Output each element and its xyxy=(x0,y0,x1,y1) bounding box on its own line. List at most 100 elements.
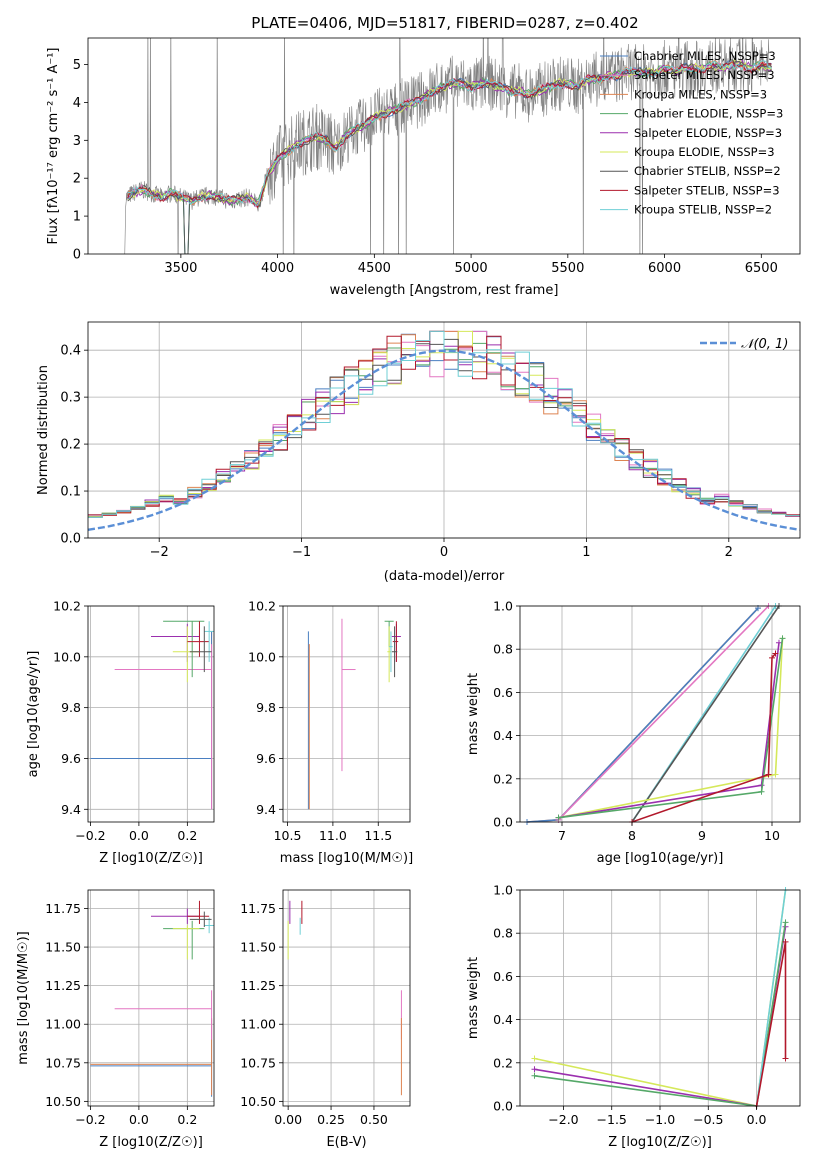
x-tick-label: −1.5 xyxy=(597,1112,627,1127)
weight-line xyxy=(558,638,784,819)
y-tick-label: 1.0 xyxy=(493,599,513,614)
x-tick-label: 1 xyxy=(582,545,590,560)
x-axis-label: age [log10(age/yr)] xyxy=(597,851,724,866)
x-tick-label: 6500 xyxy=(745,261,778,276)
y-tick-label: 9.8 xyxy=(256,700,276,715)
gaussian-curve xyxy=(87,349,801,531)
observed-spectrum xyxy=(124,38,770,254)
y-tick-label: 0.6 xyxy=(493,969,513,984)
plot-marks xyxy=(524,603,786,825)
legend-entry: Salpeter ELODIE, NSSP=3 xyxy=(634,126,782,140)
gauss-legend-label: 𝒩(0, 1) xyxy=(741,337,788,352)
weight-marker xyxy=(779,635,786,642)
y-tick-label: 5 xyxy=(73,58,81,73)
legend-entry: Kroupa STELIB, NSSP=2 xyxy=(634,203,772,217)
y-tick-label: 0.3 xyxy=(60,391,81,406)
weight-marker xyxy=(776,639,782,646)
x-tick-label: 11.0 xyxy=(319,828,347,843)
weight-line xyxy=(557,605,770,821)
weight-marker xyxy=(769,654,775,661)
y-tick-label: 11.75 xyxy=(240,901,276,916)
x-tick-label: 0.0 xyxy=(129,828,149,843)
mass-vs-ebv-panel: 0.00 0.25 0.50 10.50 10.75 11.00 11.25 11.50 11.… xyxy=(240,889,411,1150)
weight-marker xyxy=(531,1055,538,1062)
age-vs-mass-panel: 10.5 11.0 11.5 9.4 9.6 9.8 10.0 10.2 mass [log10… xyxy=(248,599,413,867)
x-tick-label: 5000 xyxy=(455,261,488,276)
weight-line xyxy=(558,638,784,819)
panel-frame xyxy=(282,889,411,1107)
y-tick-label: 11.00 xyxy=(240,1017,276,1032)
age-vs-Z-panel: −0.2 0.0 0.2 9.4 9.6 9.8 10.0 10.2 Z [log10(Z/Z☉… xyxy=(26,599,215,866)
x-tick-label: 9 xyxy=(698,828,706,843)
model-spectrum-line xyxy=(127,60,772,206)
x-tick-label: 5500 xyxy=(551,261,584,276)
weight-line xyxy=(631,652,777,823)
y-tick-label: 10.0 xyxy=(53,649,81,664)
y-tick-label: 11.25 xyxy=(45,978,81,993)
x-tick-label: 0.2 xyxy=(177,1112,197,1127)
panel-frame xyxy=(519,605,801,823)
y-tick-label: 0.8 xyxy=(493,642,513,657)
plot-marks xyxy=(307,618,401,810)
y-axis-label: mass weight xyxy=(466,673,481,755)
y-tick-label: 0.6 xyxy=(493,685,513,700)
y-tick-label: 9.4 xyxy=(256,802,276,817)
y-tick-label: 9.6 xyxy=(61,751,81,766)
legend-entry: Chabrier STELIB, NSSP=2 xyxy=(634,164,781,178)
panel-frame xyxy=(87,605,215,823)
weight-marker xyxy=(782,938,789,945)
panel-frame xyxy=(282,605,411,823)
y-tick-label: 4 xyxy=(73,96,81,111)
y-tick-label: 0.0 xyxy=(493,1099,513,1114)
y-tick-label: 0.4 xyxy=(493,1012,513,1027)
x-tick-label: 3500 xyxy=(164,261,197,276)
y-tick-label: 9.8 xyxy=(61,700,81,715)
x-tick-label: −2.0 xyxy=(548,1112,578,1127)
x-tick-label: 10.5 xyxy=(274,828,302,843)
weight-marker xyxy=(782,919,789,926)
weight-line xyxy=(755,941,787,1107)
y-tick-label: 10.2 xyxy=(248,599,276,614)
histogram-step xyxy=(88,330,800,518)
legend-entry: Kroupa ELODIE, NSSP=3 xyxy=(634,145,775,159)
x-tick-label: −0.2 xyxy=(75,1112,105,1127)
x-axis-label: Z [log10(Z/Z☉)] xyxy=(99,851,203,866)
spectrum-legend: Chabrier MILES, NSSP=3 Salpeter MILES, NS… xyxy=(600,49,783,217)
y-tick-label: 1 xyxy=(73,210,81,225)
x-axis-label: E(B-V) xyxy=(326,1135,366,1150)
y-tick-label: 10.75 xyxy=(45,1055,81,1070)
weight-marker xyxy=(772,771,779,778)
residual-xlabel: (data-model)/error xyxy=(384,569,505,584)
x-tick-label: 4000 xyxy=(261,261,294,276)
y-tick-label: 2 xyxy=(73,172,81,187)
y-tick-label: 0.2 xyxy=(60,438,81,453)
y-tick-label: 11.75 xyxy=(45,901,81,916)
x-tick-label: 2 xyxy=(725,545,733,560)
spectrum-panel: PLATE=0406, MJD=51817, FIBERID=0287, z=0… xyxy=(46,14,801,298)
y-tick-label: 0.4 xyxy=(493,728,513,743)
weight-marker xyxy=(555,814,562,821)
y-tick-label: 0.4 xyxy=(60,344,81,359)
massweight-vs-Z-panel: −2.0 −1.5 −1.0 −0.5 0.0 0.0 0.2 0.4 0.6 0.8 1.0 Z [… xyxy=(466,883,801,1150)
x-tick-label: 4500 xyxy=(358,261,391,276)
spectrum-ylabel: Flux [fλ10⁻¹⁷ erg cm⁻² s⁻¹ A⁻¹] xyxy=(46,48,61,245)
massweight-vs-age-panel: 7 8 9 10 0.0 0.2 0.4 0.6 0.8 1.0 age [log10(age/yr… xyxy=(466,599,801,866)
weight-marker xyxy=(772,650,779,657)
spectrum-xlabel: wavelength [Angstrom, rest frame] xyxy=(330,283,559,298)
y-tick-label: 11.50 xyxy=(240,940,276,955)
x-tick-label: −1 xyxy=(292,545,311,560)
y-tick-label: 0 xyxy=(73,248,81,263)
y-axis-label: mass [log10(M/M☉)] xyxy=(16,931,31,1064)
x-tick-label: −2 xyxy=(150,545,169,560)
y-tick-label: 0.0 xyxy=(493,815,513,830)
x-axis-label: Z [log10(Z/Z☉)] xyxy=(608,1135,712,1150)
x-tick-label: 0.00 xyxy=(274,1112,302,1127)
y-tick-label: 3 xyxy=(73,134,81,149)
plot-marks xyxy=(90,620,214,810)
x-tick-label: 0.2 xyxy=(177,828,197,843)
panel-frame xyxy=(87,889,215,1107)
x-axis-label: Z [log10(Z/Z☉)] xyxy=(99,1135,203,1150)
plot-marks xyxy=(90,900,214,1097)
mass-vs-Z-panel: −0.2 0.0 0.2 10.50 10.75 11.00 11.25 11.50 11.75… xyxy=(16,889,215,1150)
model-spectrum-line xyxy=(127,59,772,206)
